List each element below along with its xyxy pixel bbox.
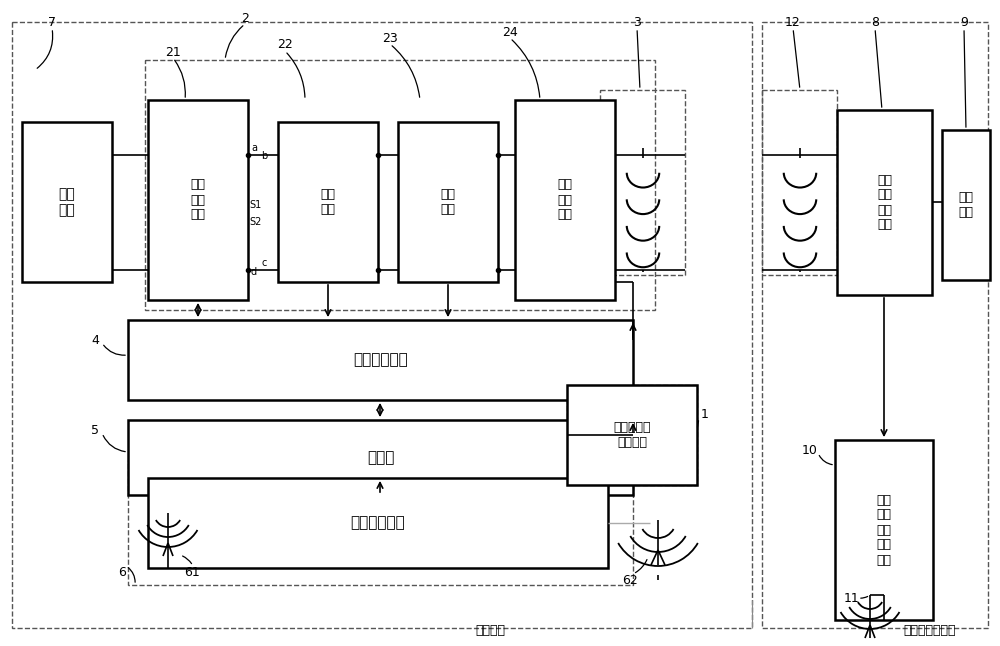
Text: c: c xyxy=(261,258,267,268)
Text: 副边
通信
检测
控制
单元: 副边 通信 检测 控制 单元 xyxy=(876,494,892,567)
Text: 交流
电源: 交流 电源 xyxy=(59,187,75,217)
Bar xyxy=(762,22,988,628)
Text: 采样控制单元: 采样控制单元 xyxy=(353,353,408,368)
Text: 24: 24 xyxy=(502,25,518,39)
Bar xyxy=(12,22,752,628)
Text: 8: 8 xyxy=(871,16,879,28)
Text: 电子
负载: 电子 负载 xyxy=(958,191,974,219)
Text: 工控机: 工控机 xyxy=(367,450,394,465)
Bar xyxy=(762,90,837,275)
Text: b: b xyxy=(261,151,267,161)
Text: 4: 4 xyxy=(91,333,99,346)
Text: a: a xyxy=(251,143,257,153)
Text: 6: 6 xyxy=(118,565,126,579)
Bar xyxy=(515,100,615,300)
Text: 21: 21 xyxy=(165,45,181,59)
Text: 9: 9 xyxy=(960,16,968,28)
Text: 10: 10 xyxy=(802,444,818,457)
Text: 1: 1 xyxy=(701,408,709,421)
Text: 谐振
补偿
电路: 谐振 补偿 电路 xyxy=(558,178,572,222)
Text: 逆变
电路: 逆变 电路 xyxy=(440,188,456,216)
Bar xyxy=(567,385,697,485)
Text: d: d xyxy=(251,267,257,277)
Text: 61: 61 xyxy=(184,565,200,579)
Text: 调压
电路: 调压 电路 xyxy=(320,188,336,216)
Bar xyxy=(835,440,933,620)
Bar xyxy=(128,460,633,585)
Text: 22: 22 xyxy=(277,39,293,52)
Text: 62: 62 xyxy=(622,574,638,587)
Text: 11: 11 xyxy=(844,592,860,605)
Text: 2: 2 xyxy=(241,12,249,25)
Text: 23: 23 xyxy=(382,32,398,45)
Bar xyxy=(837,110,932,295)
Text: 12: 12 xyxy=(785,16,801,28)
Text: S2: S2 xyxy=(250,217,262,227)
Text: 7: 7 xyxy=(48,16,56,28)
Bar xyxy=(22,122,112,282)
Text: 全控
整流
电路: 全控 整流 电路 xyxy=(190,178,206,222)
Bar xyxy=(398,122,498,282)
Bar xyxy=(278,122,378,282)
Bar xyxy=(942,130,990,280)
Bar xyxy=(128,420,633,495)
Text: 副边
电源
变换
模块: 副边 电源 变换 模块 xyxy=(877,174,892,231)
Bar xyxy=(567,385,697,485)
Bar xyxy=(148,478,608,568)
Text: 3: 3 xyxy=(633,16,641,28)
Text: 功率分析仪
或示波器: 功率分析仪 或示波器 xyxy=(613,421,651,449)
Text: 被测车载端样品: 被测车载端样品 xyxy=(904,623,956,636)
Bar xyxy=(148,100,248,300)
Bar xyxy=(145,60,655,310)
Text: 5: 5 xyxy=(91,424,99,437)
Text: S1: S1 xyxy=(250,200,262,210)
Text: 通信测试设备: 通信测试设备 xyxy=(351,516,405,530)
Text: 测试系统: 测试系统 xyxy=(475,623,505,636)
Bar xyxy=(600,90,685,275)
Bar xyxy=(128,320,633,400)
